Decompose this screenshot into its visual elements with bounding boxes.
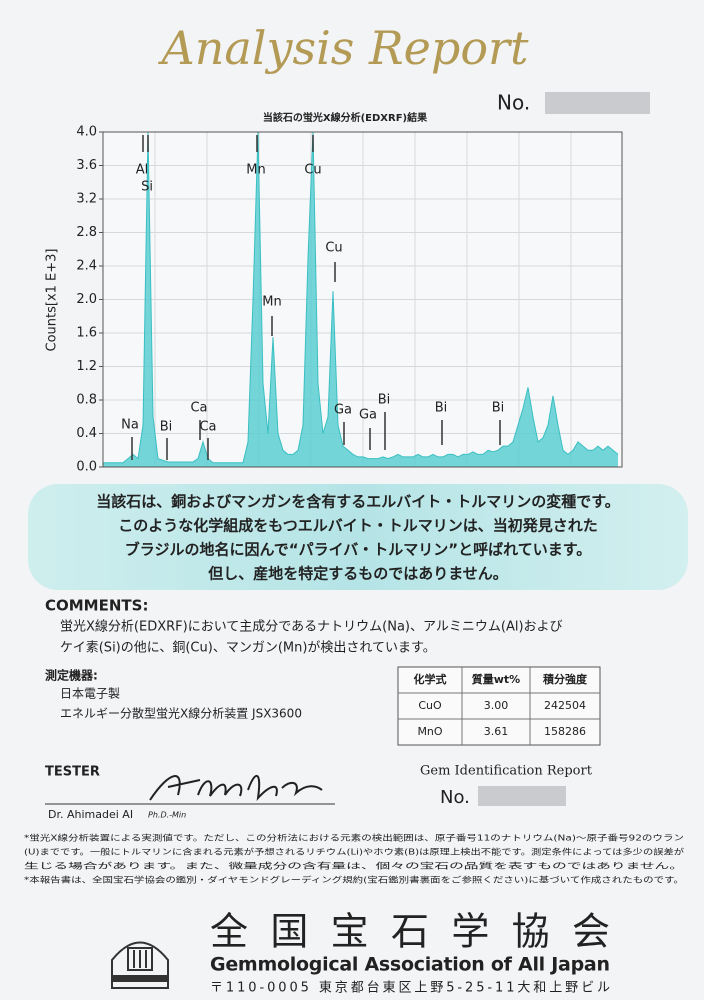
peak-label: Mn [246, 163, 265, 178]
y-tick-label: 3.2 [76, 192, 97, 207]
comment-line: ケイ素(Si)の他に、銅(Cu)、マンガン(Mn)が検出されています。 [60, 641, 436, 656]
table-cell: CuO [418, 699, 442, 712]
callout-band [28, 484, 688, 590]
peak-label: Cu [325, 241, 342, 256]
y-tick-label: 1.2 [76, 359, 97, 374]
callout-line: 但し、産地を特定するものではありません。 [207, 565, 508, 583]
y-tick-label: 2.0 [76, 292, 97, 307]
footnote-line: (U)までです。一般にトルマリンに含まれる元素が予想されるリチウム(Li)やホウ… [24, 847, 684, 857]
report-number-label: No. [440, 787, 470, 808]
peak-label: Cu [304, 163, 321, 178]
table-header-cell: 積分強度 [542, 672, 588, 686]
y-tick-label: 4.0 [76, 125, 97, 140]
callout-line: このような化学組成をもつエルバイト・トルマリンは、当初発見された [118, 517, 597, 535]
y-tick-label: 1.6 [76, 326, 97, 341]
chart-title: 当該石の蛍光X線分析(EDXRF)結果 [263, 111, 428, 124]
y-tick-label: 3.6 [76, 158, 97, 173]
equipment-heading: 測定機器: [45, 668, 98, 683]
equipment-line: エネルギー分散型蛍光X線分析装置 JSX3600 [60, 706, 302, 721]
table-cell: MnO [417, 725, 442, 738]
footnote-line: *本報告書は、全国宝石学協会の鑑別・ダイヤモンドグレーディング規約(宝石鑑別書裏… [24, 875, 684, 885]
table-cell: 3.00 [484, 699, 509, 712]
table-background [397, 666, 601, 746]
report-title: Analysis Report [158, 21, 530, 75]
plot-border [102, 131, 623, 468]
peak-label: Ga [334, 403, 352, 418]
equipment-line: 日本電子製 [60, 687, 120, 701]
peak-label: Ca [199, 420, 216, 435]
callout-line: 当該石は、銅およびマンガンを含有するエルバイト・トルマリンの変種です。 [96, 493, 620, 511]
peak-label: Ca [190, 401, 207, 416]
redacted-report-number [478, 786, 566, 806]
peak-label: Bi [378, 393, 391, 408]
callout-line: ブラジルの地名に因んで“パライバ・トルマリン”と呼ばれています。 [125, 541, 591, 559]
comment-line: 蛍光X線分析(EDXRF)において主成分であるナトリウム(Na)、アルミニウム(… [60, 619, 563, 635]
peak-label: Bi [160, 420, 173, 435]
y-tick-label: 2.8 [76, 225, 97, 240]
peak-label: Al [136, 163, 149, 178]
y-tick-label: 2.4 [76, 259, 97, 274]
table-cell: 242504 [544, 699, 586, 712]
tester-title: Ph.D.-Min [148, 811, 186, 820]
peak-label: Ga [359, 408, 377, 423]
organization-name-ja: 全国宝石学協会 [210, 910, 610, 954]
peak-label: Bi [435, 401, 448, 416]
tester-heading: TESTER [45, 765, 100, 780]
table-cell: 158286 [544, 725, 586, 738]
comments: 蛍光X線分析(EDXRF)において主成分であるナトリウム(Na)、アルミニウム(… [60, 619, 563, 656]
peak-label: Mn [262, 295, 281, 310]
organization-address: 〒110-0005 東京都台東区上野5-25-11大和上野ビル [210, 980, 610, 996]
peak-label: Si [141, 180, 153, 195]
y-tick-label: 0.4 [76, 426, 97, 441]
number-label: No. [497, 91, 530, 115]
emblem [111, 941, 169, 989]
y-tick-label: 0.0 [76, 460, 97, 475]
report-subtitle: Gem Identification Report [420, 764, 593, 779]
comments-heading: COMMENTS: [45, 597, 148, 615]
signature [149, 775, 323, 802]
y-tick-label: 0.8 [76, 393, 97, 408]
footnote-line: 生じる場合があります。また、微量成分の含有量は、個々の宝石の品質を表すものではあ… [24, 861, 684, 871]
peak-label: Bi [492, 401, 505, 416]
peak-label: Na [121, 418, 139, 433]
table-header-cell: 化学式 [414, 672, 447, 686]
table-cell: 3.61 [484, 725, 509, 738]
y-axis-label: Counts[x1 E+3] [45, 249, 60, 352]
tester-name: Dr. Ahimadei AI [48, 808, 133, 821]
organization-name-en: Gemmological Association of All Japan [210, 954, 610, 976]
composition-table: 化学式 質量wt% 積分強度 CuO 3.00 242504 MnO 3.61 158286 [397, 666, 601, 746]
redacted-number [545, 92, 650, 114]
table-header-cell: 質量wt% [472, 672, 520, 686]
footnotes: *蛍光X線分析装置による実測値です。ただし、この分析法における元素の検出範囲は、… [24, 833, 684, 885]
spectrum-line [103, 131, 619, 464]
callout-text: 当該石は、銅およびマンガンを含有するエルバイト・トルマリンの変種です。このような… [96, 493, 620, 583]
spectrum-chart: 0.0 0.4 0.8 1.2 1.6 2.0 2.4 2.8 3.2 3.6 4.0 Al Si Mn C… [76, 125, 623, 475]
footnote-line: *蛍光X線分析装置による実測値です。ただし、この分析法における元素の検出範囲は、… [24, 833, 684, 843]
